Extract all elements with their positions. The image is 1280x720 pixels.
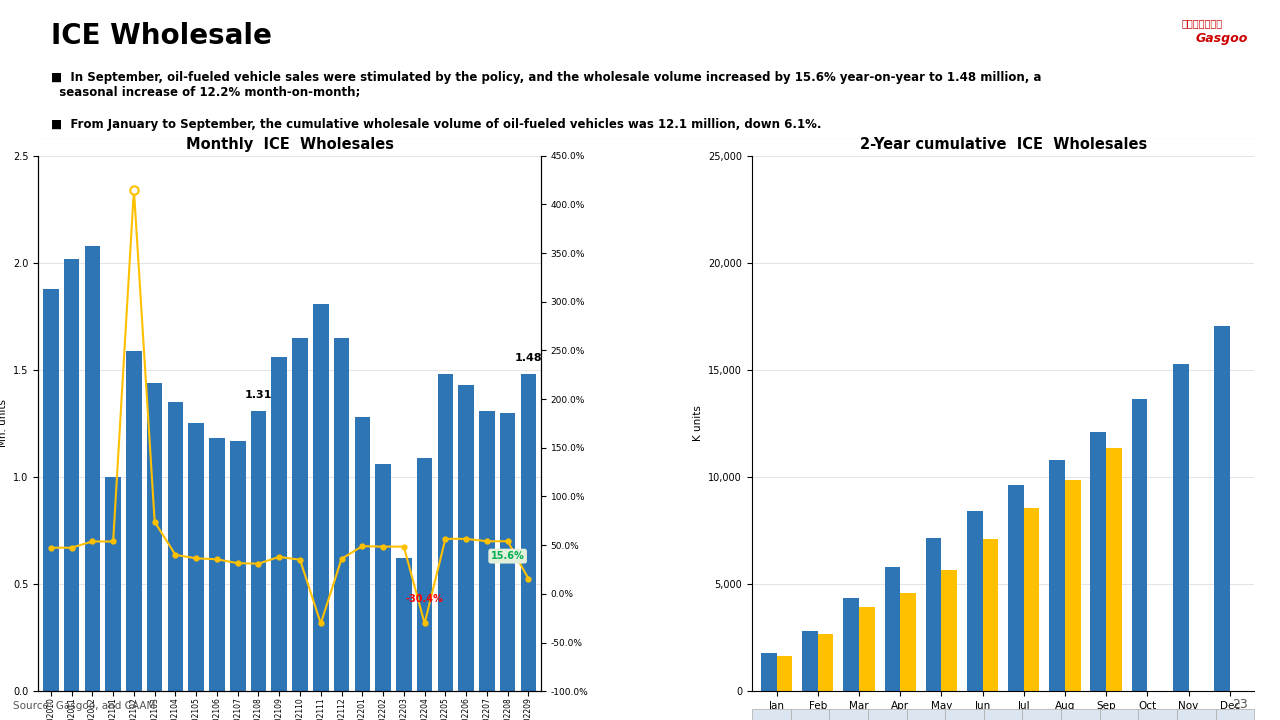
Bar <box>1100 709 1138 720</box>
Bar <box>868 709 906 720</box>
Bar <box>906 709 945 720</box>
Text: 盖世汽车研究院: 盖世汽车研究院 <box>1181 18 1222 28</box>
Bar <box>375 464 390 691</box>
Y-axis label: K units: K units <box>692 405 703 441</box>
Bar <box>1213 325 1230 691</box>
Bar <box>829 709 868 720</box>
Bar <box>1172 364 1189 691</box>
Bar <box>859 606 874 691</box>
Bar <box>925 538 941 691</box>
Y-axis label: Mn. units: Mn. units <box>0 400 8 447</box>
Text: -30.4%: -30.4% <box>406 594 443 604</box>
Bar <box>168 402 183 691</box>
Bar <box>230 441 246 691</box>
Bar <box>44 289 59 691</box>
Bar <box>751 709 791 720</box>
Bar <box>1091 432 1106 691</box>
Bar <box>777 657 792 691</box>
Bar <box>884 567 900 691</box>
Bar <box>1023 709 1061 720</box>
Bar <box>1009 485 1024 691</box>
Text: 1.48: 1.48 <box>515 354 543 364</box>
Title: 2-Year cumulative  ICE  Wholesales: 2-Year cumulative ICE Wholesales <box>860 137 1147 152</box>
Bar <box>438 374 453 691</box>
Bar <box>1024 508 1039 691</box>
Bar <box>945 709 984 720</box>
Text: ICE Wholesale: ICE Wholesale <box>51 22 271 50</box>
Bar <box>105 477 120 691</box>
Bar <box>984 709 1023 720</box>
Bar <box>762 653 777 691</box>
Bar <box>941 570 957 691</box>
Bar <box>292 338 307 691</box>
Text: Source: Gasgoo, and CAAM: Source: Gasgoo, and CAAM <box>13 701 155 711</box>
Bar <box>396 559 412 691</box>
Bar <box>84 246 100 691</box>
Text: 23: 23 <box>1233 698 1248 711</box>
Bar <box>803 631 818 691</box>
Bar <box>791 709 829 720</box>
Title: Monthly  ICE  Wholesales: Monthly ICE Wholesales <box>186 137 394 152</box>
Bar <box>900 593 916 691</box>
Bar <box>251 410 266 691</box>
Bar <box>355 417 370 691</box>
Bar <box>521 374 536 691</box>
Bar <box>188 423 204 691</box>
Bar <box>1061 709 1100 720</box>
Text: Gasgoo: Gasgoo <box>1196 32 1248 45</box>
Bar <box>314 304 329 691</box>
Bar <box>818 634 833 691</box>
Bar <box>209 438 225 691</box>
Bar <box>64 258 79 691</box>
Bar <box>127 351 142 691</box>
Bar <box>1065 480 1080 691</box>
Bar <box>334 338 349 691</box>
Bar <box>500 413 516 691</box>
Text: 15.6%: 15.6% <box>490 551 525 561</box>
Bar <box>1138 709 1178 720</box>
Bar <box>479 410 494 691</box>
Text: 1.31: 1.31 <box>244 390 273 400</box>
Bar <box>147 383 163 691</box>
Bar <box>1178 709 1216 720</box>
Text: ■  In September, oil-fueled vehicle sales were stimulated by the policy, and the: ■ In September, oil-fueled vehicle sales… <box>51 71 1041 99</box>
Bar <box>458 385 474 691</box>
Bar <box>1216 709 1254 720</box>
Bar <box>966 511 983 691</box>
Bar <box>417 458 433 691</box>
Text: ■  From January to September, the cumulative wholesale volume of oil-fueled vehi: ■ From January to September, the cumulat… <box>51 118 820 131</box>
Bar <box>983 539 998 691</box>
Bar <box>1132 400 1147 691</box>
Bar <box>844 598 859 691</box>
Bar <box>1106 448 1121 691</box>
Bar <box>271 357 287 691</box>
Bar <box>1050 460 1065 691</box>
